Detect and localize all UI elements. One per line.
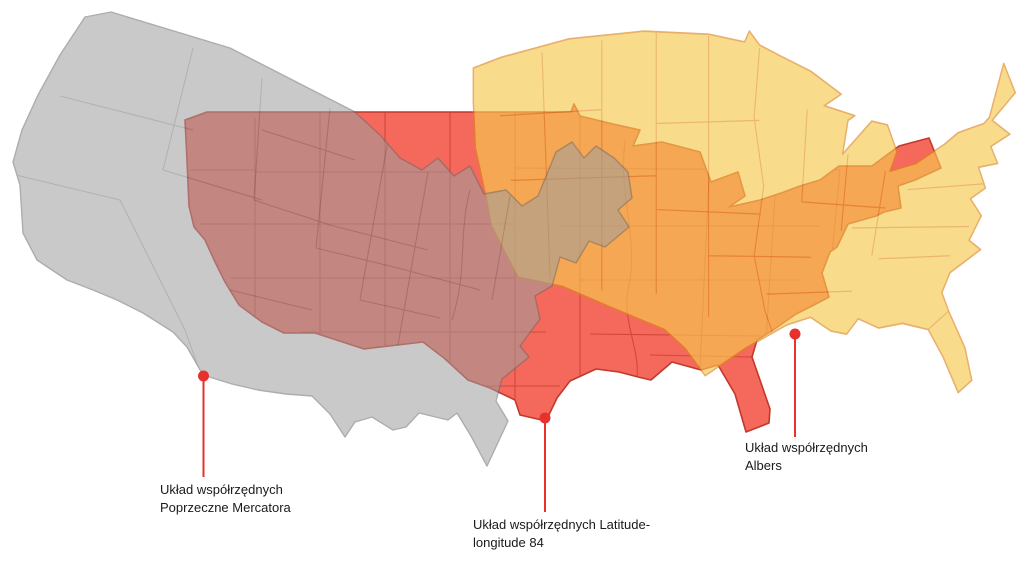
annotation-markers [198,328,801,512]
label-latlong-84-line2: longitude 84 [473,535,544,550]
label-transverse-mercator-line2: Poprzeczne Mercatora [160,500,291,515]
label-transverse-mercator-line1: Układ współrzędnych [160,482,283,497]
label-albers-line2: Albers [745,458,782,473]
label-latlong-84-line1: Układ współrzędnych Latitude- [473,517,651,532]
marker-dot-albers [789,328,801,340]
label-transverse-mercator: Układ współrzędnych Poprzeczne Mercatora [160,481,291,517]
label-latlong-84: Układ współrzędnych Latitude- longitude … [473,516,650,552]
label-albers-line1: Układ współrzędnych [745,440,868,455]
label-albers: Układ współrzędnych Albers [745,439,868,475]
marker-dot-latlong [539,412,551,424]
marker-dot-mercator [198,370,209,382]
